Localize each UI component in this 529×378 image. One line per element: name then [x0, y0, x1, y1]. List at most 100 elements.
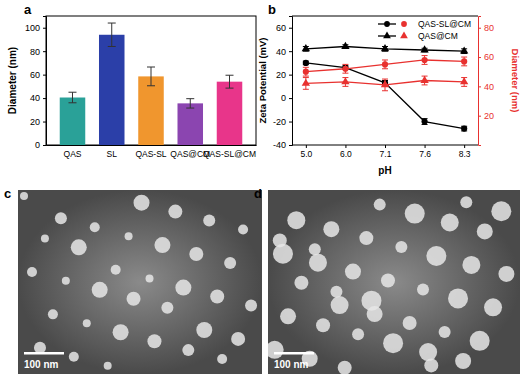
error-cap [342, 64, 348, 65]
tick-label: 5.0 [300, 149, 312, 159]
marker [302, 79, 310, 86]
tick-mark [43, 145, 46, 146]
particle [331, 296, 349, 314]
error-cap [382, 68, 388, 69]
tick-mark [43, 75, 46, 76]
legend-marker [383, 32, 391, 39]
particle [182, 344, 194, 356]
tick-mark [385, 145, 386, 148]
value-axis: 020406080100 [25, 17, 47, 151]
particle [462, 256, 480, 274]
error-cap [303, 89, 309, 90]
tick-label: 40 [484, 82, 494, 92]
particle [83, 319, 91, 327]
particle [55, 212, 67, 224]
tick-label: 60 [484, 52, 494, 62]
tick: -20 [273, 117, 292, 127]
particle [395, 241, 407, 253]
error-cap [342, 73, 348, 74]
particle [352, 328, 364, 340]
tick: QAS [64, 145, 82, 159]
error-cap [147, 67, 155, 68]
particle [405, 204, 425, 224]
panel-label: b [268, 2, 276, 17]
particle [419, 343, 437, 361]
legend: QAS-SL@CMQAS@CM [378, 19, 471, 41]
tick-label: 20 [276, 70, 286, 80]
value-axis: -40-200204060 [273, 17, 293, 151]
particle [294, 276, 308, 290]
particle [69, 352, 79, 362]
tick: 60 [276, 23, 292, 33]
tick: QAS-SL [135, 145, 166, 159]
tick-mark [43, 51, 46, 52]
marker [341, 77, 349, 84]
error-bar [190, 99, 191, 108]
particle [196, 322, 212, 338]
error-cap [461, 57, 467, 58]
tick: 60 [478, 52, 494, 62]
particle [439, 326, 451, 338]
error-cap [108, 23, 116, 24]
tick: 20 [30, 117, 46, 127]
tick-label: 20 [30, 117, 40, 127]
error-bar [229, 75, 230, 88]
particle [48, 309, 58, 319]
tick: 7.1 [380, 145, 392, 159]
particle [127, 292, 141, 306]
tick-label: QAS [64, 149, 82, 159]
particle [338, 361, 352, 374]
axis-line [43, 17, 47, 146]
axis-title: pH [378, 165, 391, 176]
bar [217, 82, 243, 145]
error-cap [382, 59, 388, 60]
particle [374, 199, 386, 211]
tick: 8.3 [459, 145, 471, 159]
legend-marker [400, 32, 408, 39]
tick: 6.0 [340, 145, 352, 159]
particle [147, 334, 161, 348]
particle [111, 265, 121, 275]
particle [309, 254, 327, 272]
tick-label: -40 [273, 140, 286, 150]
micrograph [18, 190, 262, 374]
tick-mark [43, 122, 46, 123]
series-line [306, 63, 464, 129]
particle [125, 232, 133, 240]
marker [382, 61, 388, 67]
error-cap [461, 86, 467, 87]
particle [309, 243, 321, 255]
marker [421, 57, 427, 63]
particle [210, 289, 224, 303]
particle [92, 282, 108, 298]
tick-mark [289, 51, 292, 52]
scale-bar [274, 352, 314, 355]
marker [460, 77, 468, 84]
particle [287, 211, 305, 229]
particle [316, 318, 330, 332]
tick-mark [464, 145, 465, 148]
error-cap [382, 79, 388, 80]
axis-line [479, 17, 482, 146]
particle [175, 280, 191, 296]
axis-line [289, 17, 293, 146]
error-cap [342, 86, 348, 87]
error-cap [303, 76, 309, 77]
tick-label: 80 [30, 47, 40, 57]
particle [104, 362, 112, 370]
particle [417, 283, 429, 295]
tick-label: QAS-SL@CM [203, 149, 256, 159]
tick-mark [345, 145, 346, 148]
particle [403, 316, 417, 330]
axis-line [47, 145, 257, 146]
scale-bar-label: 100 nm [24, 359, 59, 370]
particle [113, 324, 129, 340]
tick: QAS-SL@CM [203, 145, 256, 159]
axis-title: Diameter (nm) [510, 49, 521, 113]
particle [477, 223, 493, 239]
particle [189, 247, 203, 261]
panel-label: d [254, 186, 262, 201]
tick-label: 7.1 [380, 149, 392, 159]
error-cap [147, 85, 155, 86]
error-bar [111, 23, 112, 46]
